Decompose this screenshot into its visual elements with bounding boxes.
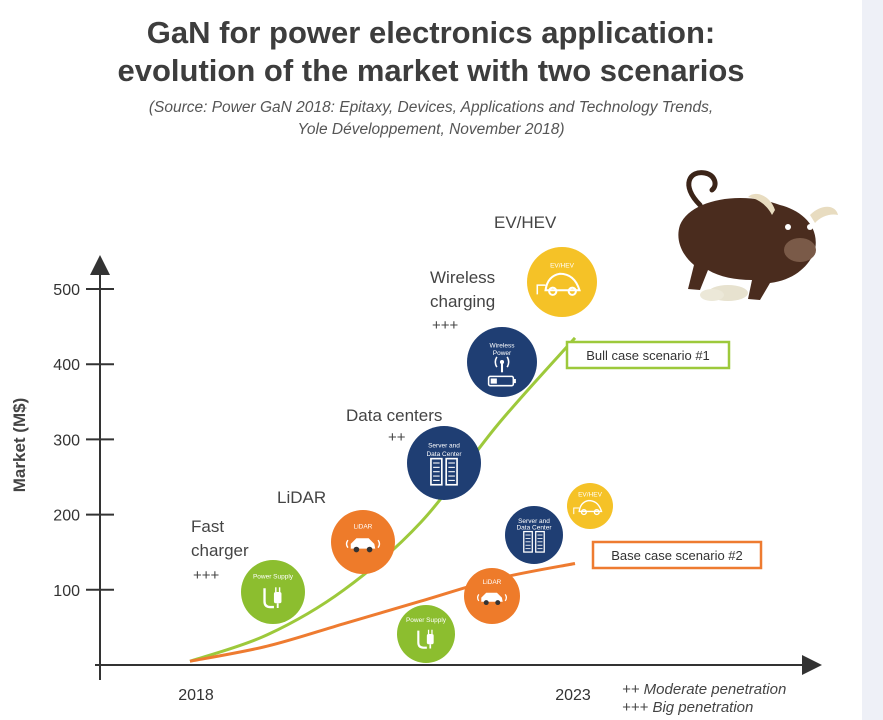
bull-ev-car-circle: EV/HEV [527,247,597,317]
base-car-circle: LiDAR [464,568,520,624]
title-line-2: evolution of the market with two scenari… [117,53,745,88]
x-tick-label: 2018 [178,687,214,704]
app-circle-text: Power Supply [406,617,447,624]
app-circle-text: Power Supply [253,574,294,581]
app-label-wireless: charging [430,292,495,311]
app-circle [567,483,613,529]
chart-source: (Source: Power GaN 2018: Epitaxy, Device… [0,97,862,141]
app-circle-text: LiDAR [354,524,373,531]
x-tick-label: 2023 [555,687,591,704]
app-circle-text: EV/HEV [550,262,575,269]
bull-case-label: Bull case scenario #1 [586,348,710,363]
penetration-marker: +++ [432,317,459,334]
y-tick-label: 300 [53,432,80,449]
app-circle-text: Power [493,350,512,357]
source-line-2: Yole Développement, November 2018) [297,121,565,138]
base-plug-circle: Power Supply [397,605,455,663]
penetration-marker: ++ [388,429,406,446]
app-circle [397,605,455,663]
plug-icon [263,587,282,609]
app-circle-text: EV/HEV [578,491,603,498]
bull-car-circle: LiDAR [331,510,395,574]
app-circle [407,426,481,500]
app-circle-text: Data Center [426,451,462,458]
base-ev-car-circle: EV/HEV [567,483,613,529]
right-edge-strip [862,0,883,720]
app-circle-text: Wireless [490,342,516,349]
legend-big: +++ Big penetration [622,699,753,716]
app-label-wireless: Wireless [430,268,495,287]
wireless-icon [487,356,516,387]
app-circle-text: Server and [428,442,460,449]
car-icon [345,538,381,553]
source-line-1: (Source: Power GaN 2018: Epitaxy, Device… [148,99,714,116]
y-tick-label: 100 [53,583,80,600]
app-circle [505,506,563,564]
server-icon [430,457,458,486]
bull-server-circle: Server and Data Center [407,426,481,500]
app-circle [241,560,305,624]
app-label-server: Data centers [346,406,442,425]
base-case-label: Base case scenario #2 [611,548,743,563]
y-tick-label: 400 [53,357,80,374]
market-chart: 100 200 300 400 500 2018 2023 Market (M$) Pow… [10,170,838,716]
ev-car-icon [573,499,603,516]
app-circle [527,247,597,317]
bull-case-label-box [565,340,731,370]
chart-title: GaN for power electronics application: e… [0,14,862,90]
app-label-ev-car: EV/HEV [494,213,557,232]
app-circle-text: LiDAR [483,579,502,586]
app-circle-text: Data Center [516,524,552,531]
y-tick-label: 500 [53,282,80,299]
y-tick-label: 200 [53,508,80,525]
plug-icon [417,629,434,649]
app-label-car: LiDAR [277,488,326,507]
y-axis-title: Market (M$) [10,398,29,492]
server-icon [523,530,545,553]
penetration-marker: +++ [193,567,220,584]
app-label-plug: charger [191,541,249,560]
bull-plug-circle: Power Supply [241,560,305,624]
legend: ++ Moderate penetration +++ Big penetrat… [622,681,786,716]
legend-moderate: ++ Moderate penetration [622,681,786,698]
ev-car-icon [536,272,581,296]
app-circle-text: Server and [518,518,550,525]
bull-icon [678,170,838,301]
app-label-plug: Fast [191,517,224,536]
base-case-label-box [591,540,763,570]
car-icon [476,592,508,606]
title-line-1: GaN for power electronics application: [146,15,716,50]
